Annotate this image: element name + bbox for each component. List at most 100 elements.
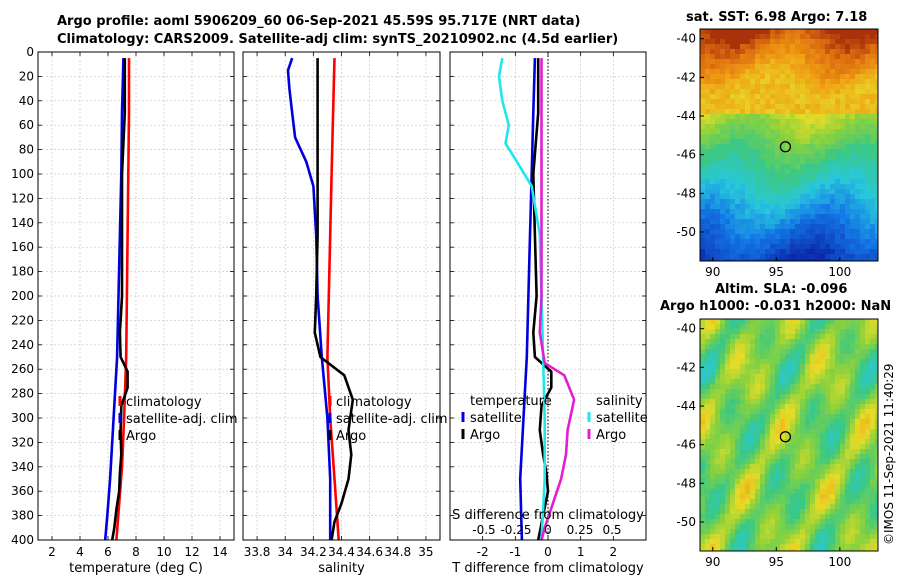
map-cell xyxy=(730,344,735,349)
map-cell xyxy=(795,159,800,164)
map-cell xyxy=(765,224,770,229)
map-cell xyxy=(855,144,860,149)
map-cell xyxy=(830,504,835,509)
map-cell xyxy=(705,434,710,439)
map-cell xyxy=(870,529,875,534)
map-cell xyxy=(815,119,820,124)
map-cell xyxy=(810,144,815,149)
map-cell xyxy=(735,199,740,204)
map-cell xyxy=(785,154,790,159)
map-cell xyxy=(765,229,770,234)
map-cell xyxy=(875,469,878,474)
map-cell xyxy=(855,64,860,69)
map-cell xyxy=(755,439,760,444)
map-cell xyxy=(780,519,785,524)
map-cell xyxy=(770,449,775,454)
map-cell xyxy=(855,354,860,359)
map-cell xyxy=(830,119,835,124)
map-cell xyxy=(810,389,815,394)
map-cell xyxy=(725,344,730,349)
sla-map-title-2: Argo h1000: -0.031 h2000: NaN xyxy=(660,299,892,314)
map-cell xyxy=(700,424,705,429)
map-cell xyxy=(775,504,780,509)
map-cell xyxy=(700,99,705,104)
map-cell xyxy=(800,214,805,219)
map-cell xyxy=(830,374,835,379)
map-cell xyxy=(810,504,815,509)
map-cell xyxy=(860,204,865,209)
map-cell xyxy=(805,184,810,189)
map-cell xyxy=(820,229,825,234)
map-cell xyxy=(730,29,735,34)
map-cell xyxy=(850,84,855,89)
map-cell xyxy=(850,164,855,169)
map-cell xyxy=(800,134,805,139)
map-cell xyxy=(810,124,815,129)
map-cell xyxy=(795,84,800,89)
map-cell xyxy=(715,54,720,59)
map-cell xyxy=(875,129,878,134)
map-cell xyxy=(845,44,850,49)
map-cell xyxy=(730,254,735,259)
map-cell xyxy=(735,159,740,164)
map-cell xyxy=(830,339,835,344)
map-cell xyxy=(870,329,875,334)
map-cell xyxy=(785,84,790,89)
map-cell xyxy=(860,169,865,174)
map-cell xyxy=(740,364,745,369)
map-cell xyxy=(790,129,795,134)
map-cell xyxy=(865,179,870,184)
map-cell xyxy=(810,259,815,261)
map-cell xyxy=(795,34,800,39)
map-cell xyxy=(740,329,745,334)
map-cell xyxy=(835,239,840,244)
map-cell xyxy=(780,359,785,364)
map-cell xyxy=(790,99,795,104)
map-cell xyxy=(860,519,865,524)
map-cell xyxy=(830,489,835,494)
map-cell xyxy=(830,239,835,244)
map-cell xyxy=(855,174,860,179)
map-cell xyxy=(775,219,780,224)
map-cell xyxy=(720,144,725,149)
map-cell xyxy=(840,164,845,169)
map-cell xyxy=(855,514,860,519)
map-cell xyxy=(810,84,815,89)
map-cell xyxy=(825,74,830,79)
y-tick-label: 260 xyxy=(11,362,34,376)
map-cell xyxy=(710,404,715,409)
map-cell xyxy=(820,204,825,209)
map-cell xyxy=(760,379,765,384)
map-cell xyxy=(870,374,875,379)
map-cell xyxy=(735,224,740,229)
map-cell xyxy=(825,89,830,94)
map-cell xyxy=(760,154,765,159)
map-cell xyxy=(815,404,820,409)
map-cell xyxy=(715,504,720,509)
map-cell xyxy=(745,134,750,139)
map-cell xyxy=(710,389,715,394)
map-cell xyxy=(795,504,800,509)
map-cell xyxy=(730,329,735,334)
map-cell xyxy=(820,469,825,474)
map-cell xyxy=(850,319,855,324)
map-cell xyxy=(750,184,755,189)
map-cell xyxy=(720,259,725,261)
map-cell xyxy=(700,344,705,349)
map-cell xyxy=(745,404,750,409)
map-cell xyxy=(760,409,765,414)
map-cell xyxy=(745,354,750,359)
map-cell xyxy=(745,324,750,329)
map-cell xyxy=(855,469,860,474)
map-cell xyxy=(725,494,730,499)
map-cell xyxy=(800,204,805,209)
map-cell xyxy=(755,99,760,104)
map-cell xyxy=(770,134,775,139)
map-cell xyxy=(735,354,740,359)
map-cell xyxy=(790,419,795,424)
map-cell xyxy=(850,419,855,424)
legend-label: satellite xyxy=(596,411,648,426)
map-cell xyxy=(705,219,710,224)
map-cell xyxy=(740,434,745,439)
map-cell xyxy=(810,159,815,164)
